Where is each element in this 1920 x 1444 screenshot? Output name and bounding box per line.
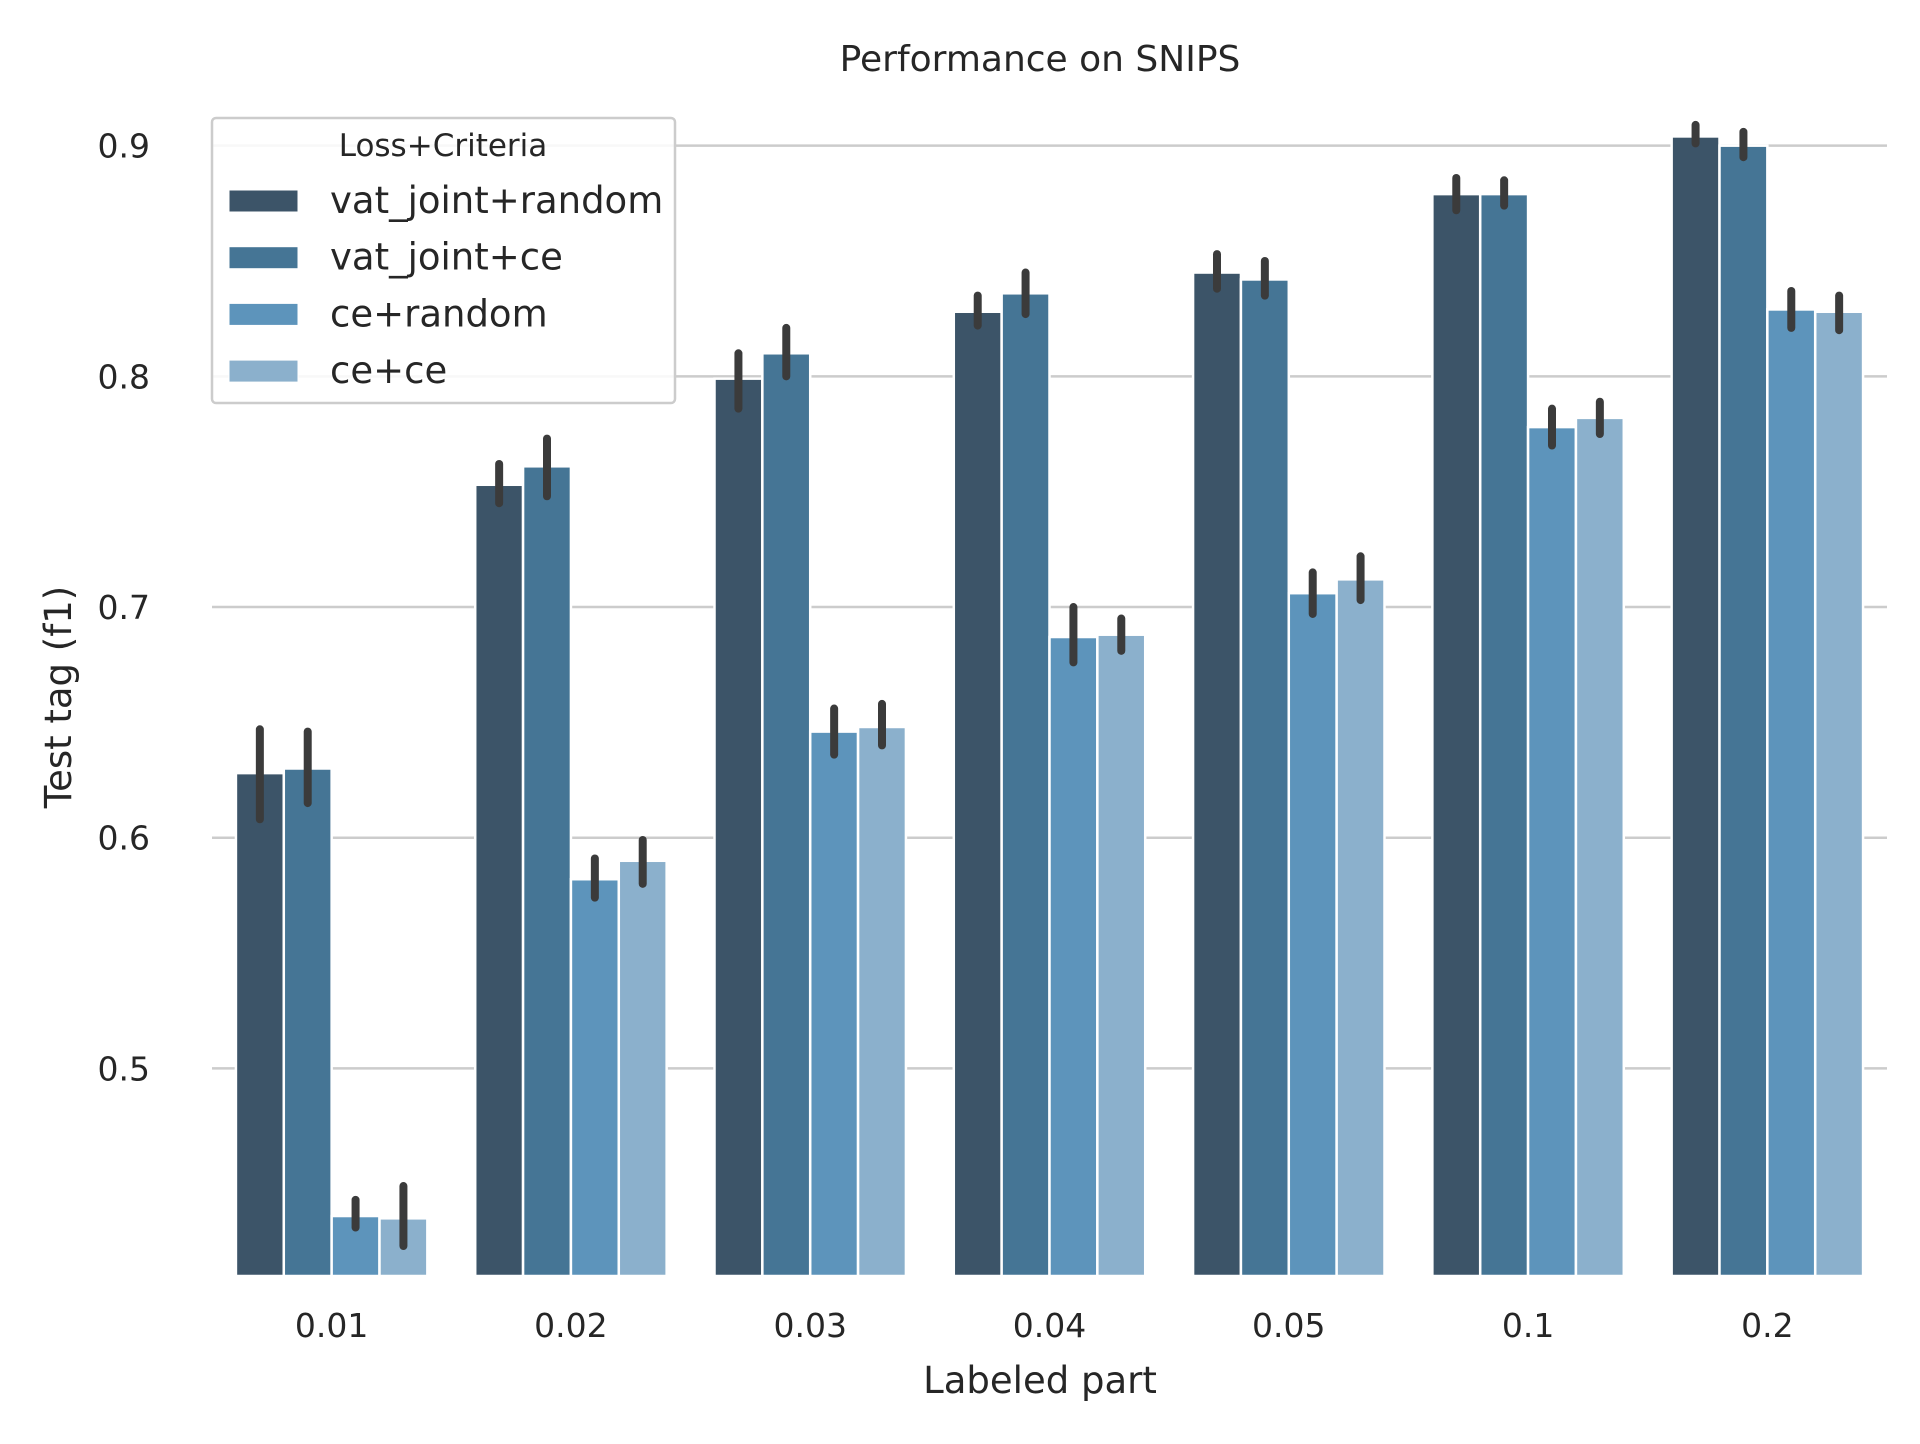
x-ticks-layer: 0.01 0.02 0.03 0.04 0.05 0.1 0.2: [295, 1306, 1794, 1345]
legend-label: vat_joint+ce: [330, 236, 563, 279]
x-tick-label: 0.2: [1741, 1306, 1793, 1345]
bar: [1191, 271, 1243, 1278]
bar: [952, 310, 1003, 1278]
legend-label: ce+random: [330, 292, 548, 335]
bar: [1239, 278, 1291, 1278]
bar: [1478, 192, 1530, 1278]
y-ticks-layer: 0.5 0.6 0.7 0.8 0.9: [98, 127, 150, 1089]
bar: [282, 767, 333, 1278]
x-tick-label: 0.05: [1252, 1306, 1325, 1345]
bar: [856, 725, 908, 1278]
bar: [521, 465, 573, 1278]
y-tick-label: 0.9: [98, 127, 150, 166]
legend: Loss+Criteria vat_joint+randomvat_joint+…: [210, 116, 677, 405]
legend-label: vat_joint+random: [330, 179, 663, 222]
x-tick-label: 0.03: [773, 1306, 846, 1345]
x-tick-label: 0.1: [1502, 1306, 1554, 1345]
y-tick-label: 0.5: [98, 1049, 150, 1088]
legend-title: Loss+Criteria: [339, 128, 548, 164]
bar: [1335, 578, 1386, 1278]
legend-items: vat_joint+random vat_joint+ce ce+random ce+…: [228, 179, 663, 392]
legend-frame: [210, 116, 677, 405]
x-tick-label: 0.01: [295, 1306, 368, 1345]
y-tick-label: 0.6: [98, 819, 150, 858]
bar: [1718, 144, 1769, 1278]
bar: [617, 859, 668, 1278]
bar: [1048, 635, 1099, 1278]
bar: [1000, 292, 1051, 1278]
bar: [1431, 192, 1482, 1278]
legend-swatch: [228, 302, 299, 326]
chart-title: Performance on SNIPS: [840, 39, 1241, 80]
bar: [1526, 425, 1578, 1278]
x-axis-label: Labeled part: [923, 1359, 1157, 1402]
bar: [1574, 416, 1626, 1278]
bar: [1813, 310, 1865, 1278]
legend-swatch: [228, 359, 299, 383]
bar: [569, 877, 621, 1278]
bar: [808, 730, 860, 1278]
x-tick-label: 0.04: [1013, 1306, 1086, 1345]
legend-swatch: [228, 189, 299, 213]
y-tick-label: 0.8: [98, 357, 150, 396]
legend-label: ce+ce: [330, 349, 447, 392]
x-tick-label: 0.02: [534, 1306, 607, 1345]
error-bars-layer: [255, 120, 1844, 1251]
bar: [1287, 591, 1338, 1278]
bar: [473, 483, 525, 1278]
bar: [1766, 308, 1817, 1278]
y-axis-label: Test tag (f1): [37, 586, 80, 810]
bar: [1096, 633, 1147, 1278]
y-tick-label: 0.7: [98, 588, 150, 627]
bars-layer: [234, 135, 1865, 1278]
bar: [713, 377, 764, 1278]
legend-swatch: [228, 246, 299, 270]
bar: [234, 771, 286, 1278]
bar: [761, 352, 812, 1278]
bar: [1670, 135, 1721, 1278]
